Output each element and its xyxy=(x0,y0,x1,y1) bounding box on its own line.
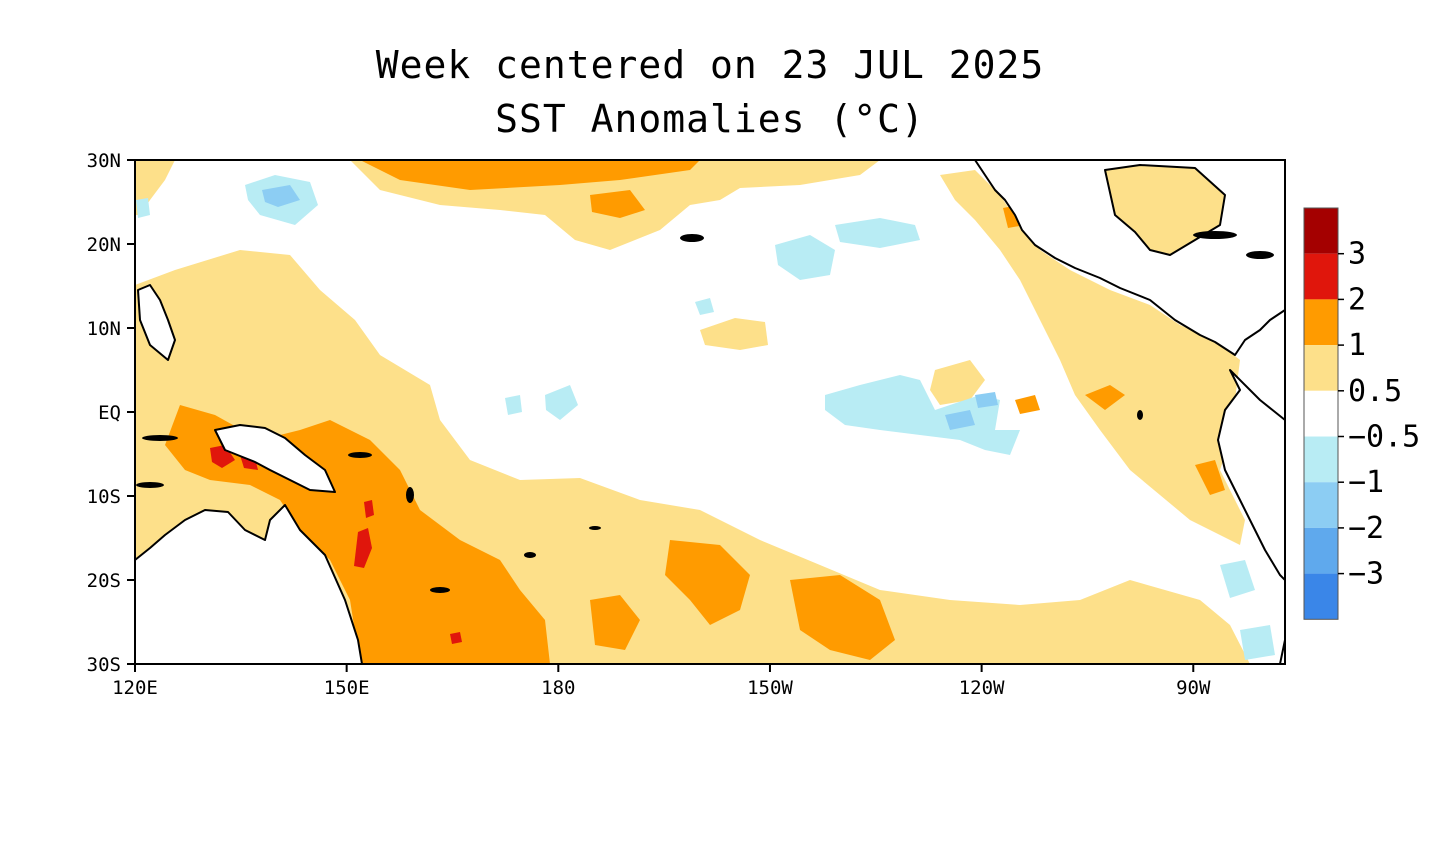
colorbar-label: 0.5 xyxy=(1348,374,1402,409)
colorbar-bin xyxy=(1304,573,1338,620)
warm-north-strip xyxy=(360,160,700,190)
map-field xyxy=(135,160,1285,664)
strong-warm-coral-1 xyxy=(354,528,372,568)
warm-equatorial-patch xyxy=(930,360,985,405)
warm-north-blob xyxy=(590,190,645,218)
cool-small-central xyxy=(695,298,714,315)
galapagos-islands xyxy=(1137,410,1143,420)
colorbar-label: 1 xyxy=(1348,328,1366,363)
lat-tick-label: 10N xyxy=(87,318,121,340)
colorbar-frame xyxy=(1303,207,1339,620)
warm-south-patch-2 xyxy=(790,575,895,660)
lon-tick-label: 180 xyxy=(541,677,575,699)
hawaii-islands xyxy=(680,234,704,242)
hispaniola-island xyxy=(1246,251,1274,259)
warm-south-patch-3 xyxy=(590,595,640,650)
fiji-islands xyxy=(524,552,536,558)
cool-north-central-2 xyxy=(835,218,920,248)
title-line-1: Week centered on 23 JUL 2025 xyxy=(375,43,1045,87)
warm-east-blob-1 xyxy=(1085,385,1125,410)
cooler-equatorial-east-2 xyxy=(975,392,998,408)
indonesia-islands-2 xyxy=(136,482,164,488)
latitude-axis: 30N 20N 10N EQ 10S 20S 30S xyxy=(87,150,135,676)
gulf-of-mexico-water xyxy=(1104,164,1226,256)
cooler-north-west xyxy=(262,185,300,207)
new-caledonia xyxy=(430,587,450,593)
lon-tick-label: 120W xyxy=(959,677,1005,699)
warm-south-central-patches xyxy=(665,540,750,625)
lat-tick-label: 10S xyxy=(87,486,121,508)
anomaly-cooler-regions xyxy=(262,185,998,430)
colorbar-label: −0.5 xyxy=(1348,420,1420,455)
colorbar-label: 3 xyxy=(1348,237,1366,272)
cool-south-east-2 xyxy=(1240,625,1275,660)
solomon-islands xyxy=(348,452,372,458)
colorbar-bin xyxy=(1304,345,1338,391)
vanuatu-islands xyxy=(406,487,414,503)
lat-tick-label: 30S xyxy=(87,654,121,676)
colorbar-label: −3 xyxy=(1348,557,1384,592)
colorbar-label: 2 xyxy=(1348,282,1366,317)
lon-tick-label: 150E xyxy=(324,677,370,699)
cool-equatorial-east xyxy=(825,375,1020,455)
title-line-2: SST Anomalies (°C) xyxy=(495,97,925,141)
cuba-island xyxy=(1193,231,1237,239)
lat-tick-label: 20N xyxy=(87,234,121,256)
colorbar-bin xyxy=(1304,482,1338,528)
warm-east-blob-3 xyxy=(1195,460,1225,495)
strong-warm-coral-2 xyxy=(364,500,374,518)
strong-warm-south xyxy=(450,632,462,644)
indonesia-islands xyxy=(142,435,178,441)
colorbar-label: −2 xyxy=(1348,511,1384,546)
new-guinea-land xyxy=(214,424,336,493)
colorbar-bin xyxy=(1304,253,1338,300)
colorbar-label: −1 xyxy=(1348,465,1384,500)
colorbar: 3 2 1 0.5 −0.5 −1 −2 −3 xyxy=(1303,207,1420,620)
samoa-islands xyxy=(589,526,601,530)
islands xyxy=(136,231,1274,593)
warm-east-pacific-coast xyxy=(940,170,1245,545)
colorbar-bin xyxy=(1304,527,1338,574)
south-america-land xyxy=(1217,369,1285,664)
warm-coral-sea xyxy=(165,405,550,664)
cool-west-small xyxy=(136,198,150,218)
anomaly-warm-regions xyxy=(165,160,1225,664)
colorbar-bin xyxy=(1304,208,1338,254)
lon-tick-label: 150W xyxy=(747,677,793,699)
colorbar-bin xyxy=(1304,390,1338,437)
cool-north-central xyxy=(775,235,835,280)
chart-title: Week centered on 23 JUL 2025 SST Anomali… xyxy=(0,38,1420,146)
lat-tick-label: 30N xyxy=(87,150,121,172)
land-masses xyxy=(135,160,1285,664)
colorbar-bin xyxy=(1304,299,1338,346)
colorbar-bin xyxy=(1304,436,1338,483)
australia-land xyxy=(135,504,363,664)
lat-tick-label: EQ xyxy=(98,402,121,424)
warm-east-blob-2 xyxy=(1015,395,1040,414)
longitude-axis: 120E 150E 180 150W 120W 90W xyxy=(112,664,1211,699)
warm-central-patch xyxy=(700,318,768,350)
cooler-equatorial-east xyxy=(945,410,975,430)
philippines-land xyxy=(137,284,176,361)
lat-tick-label: 20S xyxy=(87,570,121,592)
lon-tick-label: 90W xyxy=(1176,677,1211,699)
cool-equatorial-central-1 xyxy=(545,385,578,420)
cool-south-east xyxy=(1220,560,1255,598)
cool-equatorial-central-2 xyxy=(505,395,522,415)
lon-tick-label: 120E xyxy=(112,677,158,699)
